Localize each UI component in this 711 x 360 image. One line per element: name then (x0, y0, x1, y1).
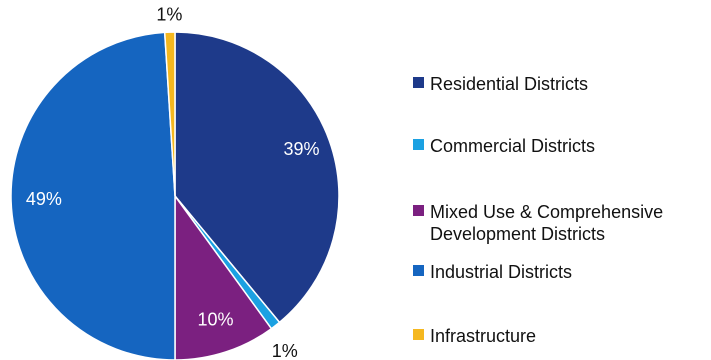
pie-slice-infrastructure (163, 31, 176, 197)
pie-chart: 39% 1% 10% 49% 1% (10, 4, 340, 360)
data-label-commercial: 1% (272, 341, 298, 360)
legend-swatch-infrastructure (413, 329, 424, 340)
legend-item-commercial: Commercial Districts (413, 135, 595, 157)
legend-swatch-commercial (413, 139, 424, 150)
legend-label-mixed-use: Mixed Use & Comprehensive Development Di… (430, 202, 664, 244)
legend-label-residential: Residential Districts (430, 74, 589, 94)
legend: Residential Districts Commercial Distric… (413, 0, 711, 360)
data-label-industrial: 49% (26, 189, 62, 209)
pie-slice-residential (174, 31, 340, 324)
data-label-infrastructure: 1% (156, 4, 182, 24)
legend-swatch-residential (413, 77, 424, 88)
legend-swatch-industrial (413, 265, 424, 276)
data-label-mixed-use: 10% (198, 310, 234, 330)
legend-label-commercial: Commercial Districts (430, 136, 596, 156)
legend-item-residential: Residential Districts (413, 73, 588, 95)
legend-item-industrial: Industrial Districts (413, 261, 572, 283)
pie-labels: 39% 1% 10% 49% 1% (26, 4, 320, 360)
legend-label-industrial: Industrial Districts (430, 262, 573, 282)
legend-swatch-mixed-use (413, 205, 424, 216)
pie-slices (10, 31, 340, 360)
legend-item-mixed-use: Mixed Use & Comprehensive Development Di… (413, 201, 663, 245)
legend-label-infrastructure: Infrastructure (430, 326, 537, 346)
data-label-residential: 39% (284, 139, 320, 159)
pie-slice-industrial (10, 31, 176, 360)
legend-item-infrastructure: Infrastructure (413, 325, 536, 347)
